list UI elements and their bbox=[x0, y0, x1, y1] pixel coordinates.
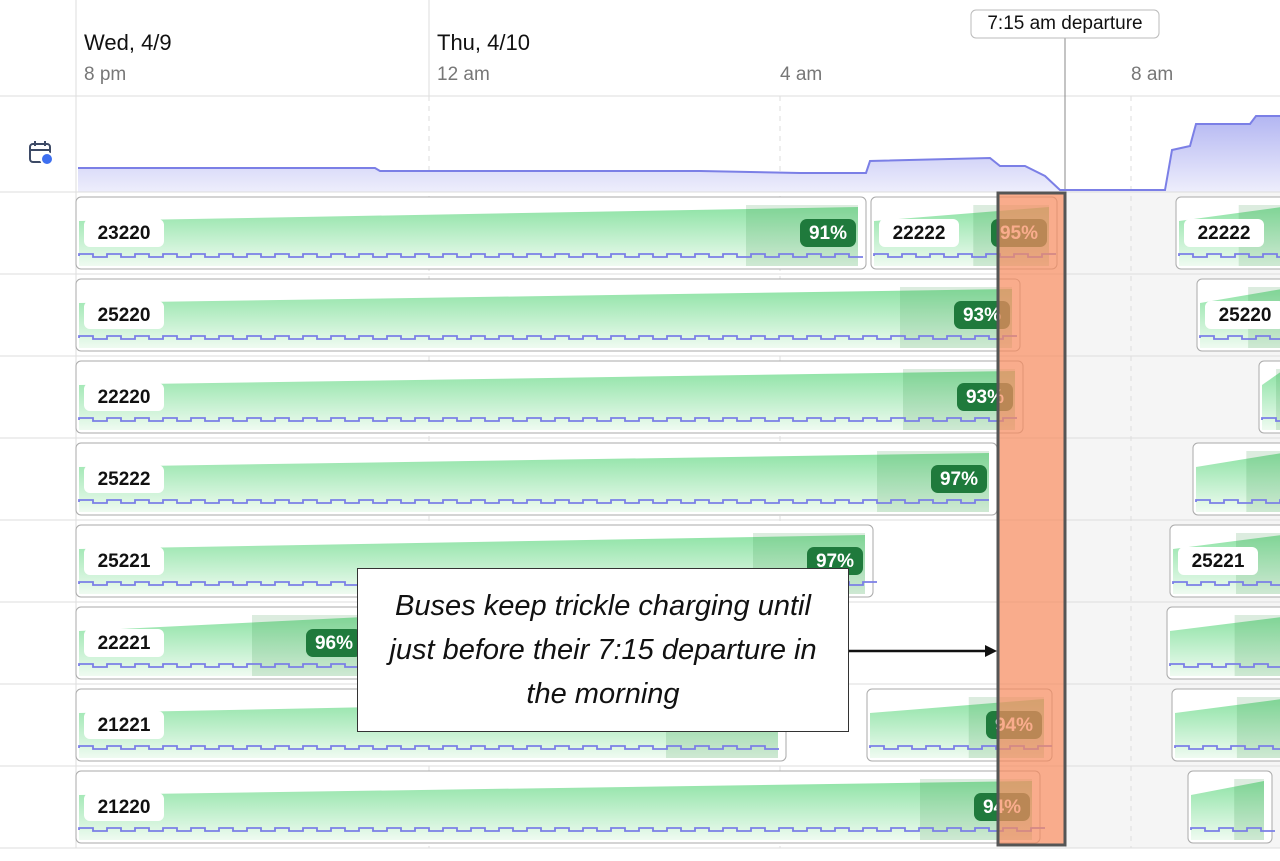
arrow-head bbox=[985, 645, 997, 657]
power-line bbox=[78, 115, 1280, 191]
bus-id: 22220 bbox=[98, 387, 151, 408]
date-label: Wed, 4/9 bbox=[84, 30, 172, 55]
bus-tag bbox=[879, 219, 959, 247]
bus-tag bbox=[84, 383, 164, 411]
bus-tag bbox=[84, 465, 164, 493]
soc-label: 97% bbox=[816, 551, 854, 572]
power-trace bbox=[78, 417, 1017, 422]
departure-label: 7:15 am departure bbox=[987, 13, 1142, 34]
charge-area bbox=[79, 781, 1032, 840]
power-trace bbox=[78, 745, 779, 750]
bus-id: 22222 bbox=[1198, 223, 1251, 244]
charge-area bbox=[1262, 372, 1280, 430]
power-trace bbox=[1172, 581, 1280, 586]
power-trace bbox=[1190, 827, 1275, 832]
charge-area bbox=[1196, 453, 1280, 512]
bus-tag bbox=[84, 219, 164, 247]
bus-tag bbox=[1184, 219, 1264, 247]
charge-shade bbox=[1234, 615, 1280, 676]
soc-badge bbox=[931, 465, 987, 493]
power-trace bbox=[1169, 663, 1280, 668]
bus-id: 21221 bbox=[98, 715, 151, 736]
charge-shade bbox=[1234, 779, 1264, 840]
power-trace bbox=[1199, 335, 1280, 340]
soc-label: 97% bbox=[940, 469, 978, 490]
soc-label: 93% bbox=[966, 387, 1004, 408]
power-trace bbox=[1178, 253, 1280, 258]
time-label: 4 am bbox=[780, 64, 822, 85]
bus-id: 25222 bbox=[98, 469, 151, 490]
annotation: Buses keep trickle charging until just b… bbox=[357, 568, 849, 732]
power-area bbox=[78, 116, 1280, 192]
bus-tag bbox=[84, 711, 164, 739]
calendar-icon bbox=[29, 141, 54, 166]
bus-id: 22222 bbox=[893, 223, 946, 244]
soc-label: 93% bbox=[963, 305, 1001, 326]
date-label: Thu, 4/10 bbox=[437, 30, 530, 55]
bus-tag bbox=[84, 301, 164, 329]
power-trace bbox=[78, 499, 989, 504]
bus-id: 25220 bbox=[1219, 305, 1272, 326]
bus-id: 25221 bbox=[98, 551, 151, 572]
charge-shade bbox=[1276, 369, 1280, 430]
charge-area bbox=[1191, 781, 1264, 840]
bus-tag bbox=[1178, 547, 1258, 575]
bus-tag bbox=[84, 629, 164, 657]
charge-area bbox=[79, 371, 1015, 430]
charge-area bbox=[79, 289, 1012, 348]
bus-id: 21220 bbox=[98, 797, 151, 818]
departure-band bbox=[996, 191, 1067, 847]
power-trace bbox=[78, 827, 1045, 832]
bus-id: 25220 bbox=[98, 305, 151, 326]
bus-tag bbox=[84, 547, 164, 575]
power-trace bbox=[78, 253, 863, 258]
soc-badge bbox=[954, 301, 1010, 329]
departure-tag bbox=[970, 9, 1160, 39]
bus-id: 25221 bbox=[1192, 551, 1245, 572]
charge-area bbox=[79, 453, 989, 512]
soc-badge bbox=[800, 219, 856, 247]
bus-tag bbox=[1205, 301, 1280, 329]
charge-area bbox=[1170, 617, 1280, 676]
time-label: 12 am bbox=[437, 64, 490, 85]
power-trace bbox=[1261, 417, 1280, 422]
time-label: 8 am bbox=[1131, 64, 1173, 85]
time-label: 8 pm bbox=[84, 64, 126, 85]
soc-badge bbox=[306, 629, 362, 657]
bus-tag bbox=[84, 793, 164, 821]
power-trace bbox=[1174, 745, 1280, 750]
soc-label: 91% bbox=[809, 223, 847, 244]
power-trace bbox=[78, 335, 1017, 340]
bus-id: 23220 bbox=[98, 223, 151, 244]
power-trace bbox=[78, 663, 373, 668]
power-trace bbox=[1195, 499, 1280, 504]
charge-area bbox=[79, 207, 858, 266]
charge-area bbox=[1175, 699, 1280, 758]
bus-id: 22221 bbox=[98, 633, 151, 654]
soc-label: 96% bbox=[315, 633, 353, 654]
